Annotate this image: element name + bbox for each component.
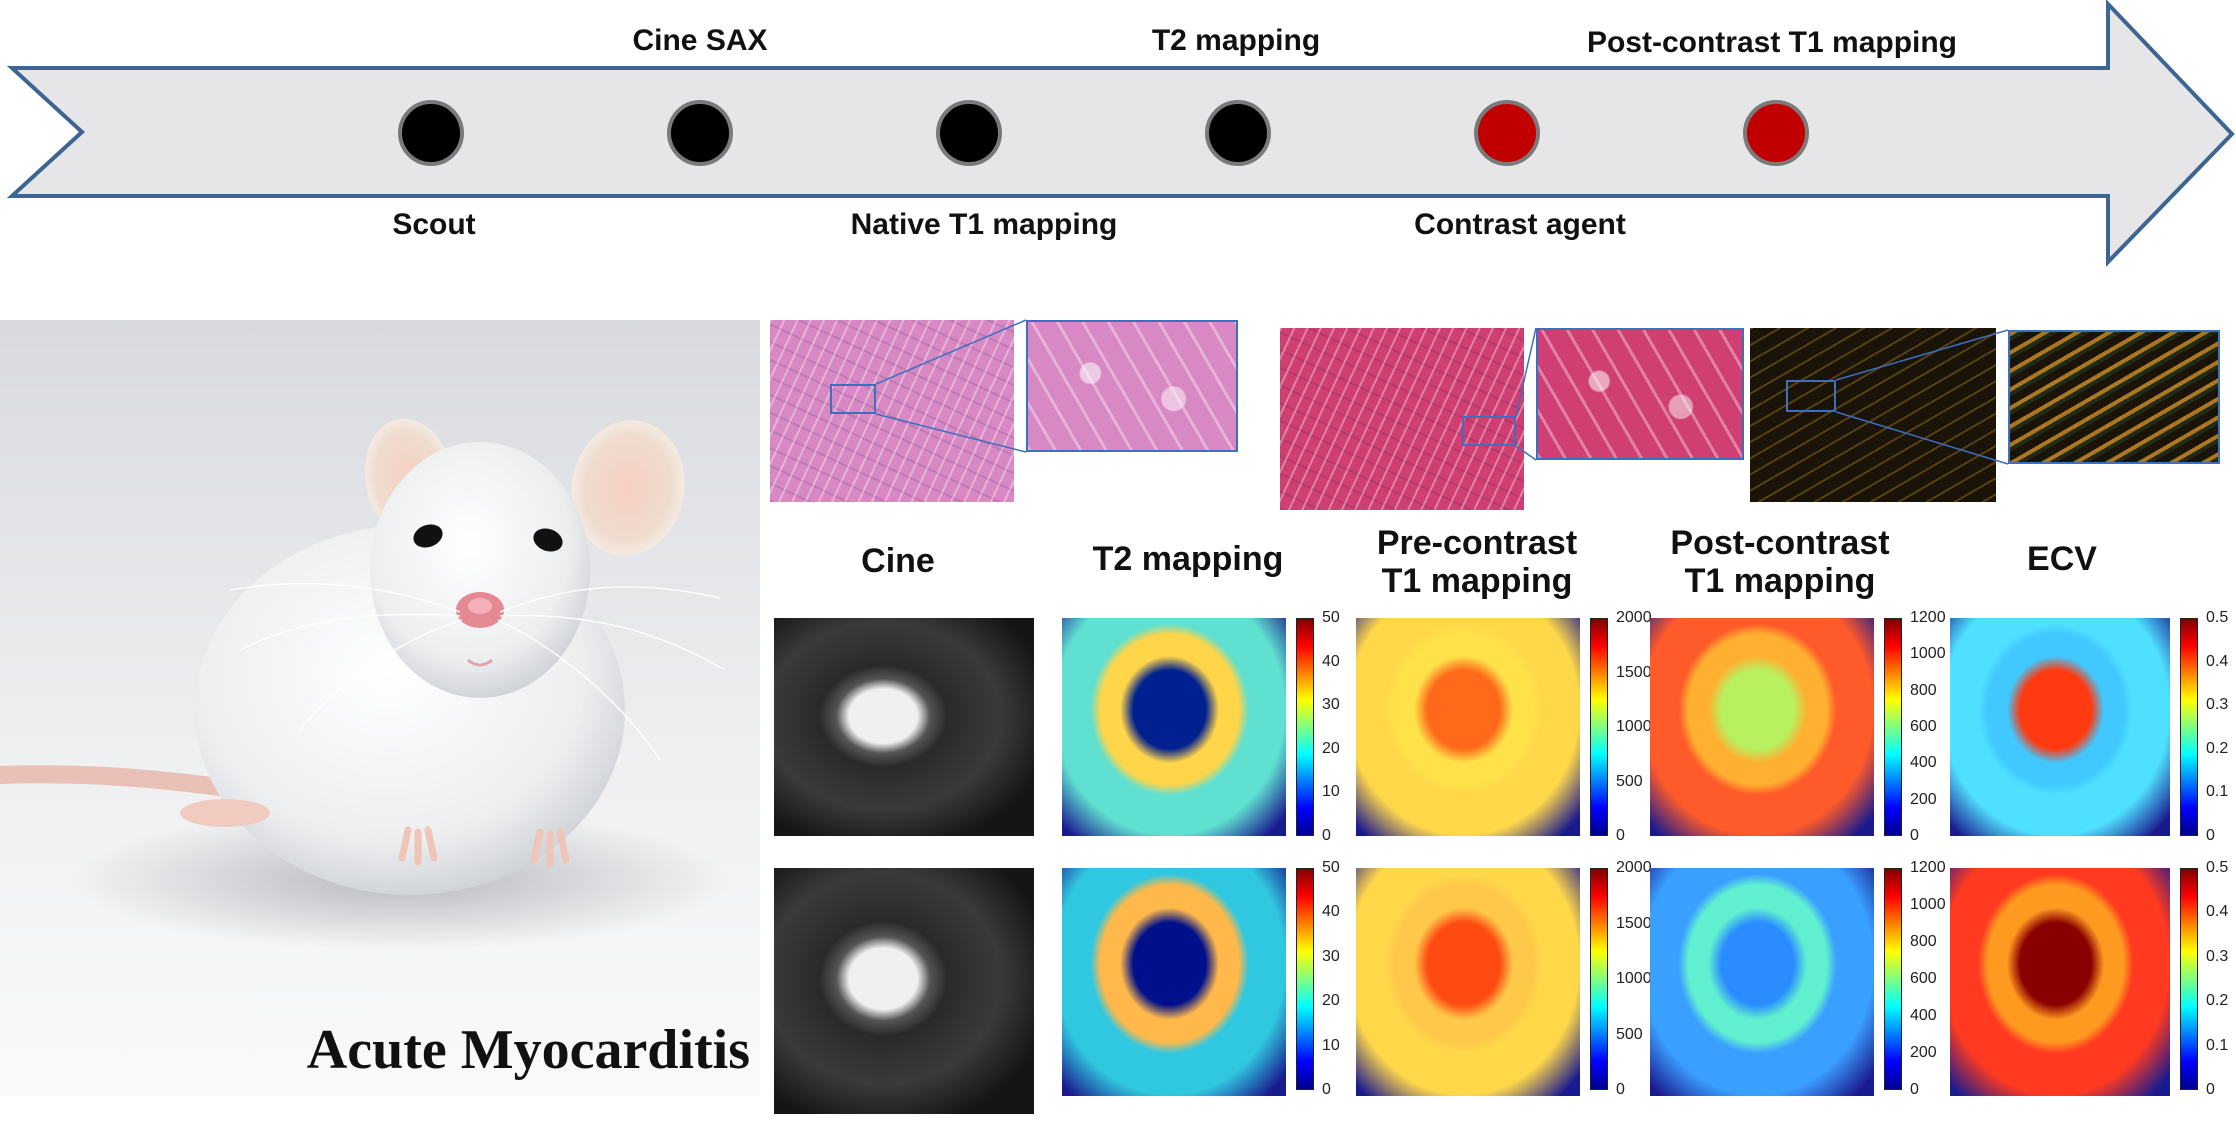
colorbar [1296, 618, 1314, 836]
colorbar-tick-label: 0 [1910, 827, 1919, 844]
colorbar-tick-label: 200 [1910, 1044, 1937, 1061]
column-title-ecv: ECV [2027, 540, 2097, 578]
histology-he-overview [770, 320, 1014, 502]
colorbar-tick-label: 20 [1322, 992, 1340, 1010]
timeline-label-native-t1: Native T1 mapping [850, 208, 1118, 241]
mouse-illustration [0, 418, 730, 950]
histology-zoom-region [1462, 416, 1516, 446]
colorbar-tick-label: 600 [1910, 970, 1937, 987]
colorbar [1590, 868, 1608, 1090]
colorbar-tick-label: 0.5 [2206, 859, 2229, 876]
colorbar-tick-label: 400 [1910, 1007, 1937, 1024]
colorbar-tick-label: 0 [1616, 1081, 1625, 1098]
colorbar-tick-label: 30 [1322, 947, 1340, 965]
colorbar-tick-label: 40 [1322, 652, 1340, 670]
colorbar-tick-label: 1200 [1910, 609, 1946, 626]
colorbar-tick-label: 800 [1910, 933, 1937, 950]
colorbar-tick-label: 0.4 [2206, 652, 2229, 670]
colorbar-tick-label: 1500 [1616, 663, 1652, 681]
colorbar-tick-label: 0 [1616, 827, 1625, 844]
colorbar-tick-label: 500 [1616, 772, 1643, 790]
colorbar-tick-label: 0.3 [2206, 947, 2229, 965]
colorbar-tick-label: 0.2 [2206, 992, 2229, 1010]
timeline-step-dot [667, 100, 733, 166]
colorbar-tick-label: 1000 [1616, 970, 1652, 987]
colorbar-tick-label: 50 [1322, 609, 1340, 626]
timeline-step-dot [1743, 100, 1809, 166]
colorbar-tick-label: 0 [2206, 1081, 2215, 1098]
colorbar-tick-label: 2000 [1616, 609, 1652, 626]
histology-masson-zoom [1536, 328, 1744, 460]
timeline-label-t2-mapping: T2 mapping [1151, 24, 1321, 57]
histology-picrosirius-zoom [2008, 330, 2220, 464]
colorbar-tick-label: 1200 [1910, 859, 1946, 876]
colorbar-tick-label: 1000 [1910, 645, 1946, 663]
map-t2-row2 [1062, 868, 1286, 1096]
histology-he-zoom [1026, 320, 1238, 452]
colorbar-tick-label: 2000 [1616, 859, 1652, 876]
timeline-label-post-contrast-t1: Post-contrast T1 mapping [1586, 26, 1958, 59]
colorbar-tick-label: 500 [1616, 1025, 1643, 1043]
map-pre-t1-row1 [1356, 618, 1580, 836]
column-title-t2-mapping: T2 mapping [1092, 540, 1284, 578]
colorbar-tick-label: 40 [1322, 903, 1340, 921]
colorbar-tick-label: 0 [1910, 1081, 1919, 1098]
colorbar-tick-label: 50 [1322, 859, 1340, 876]
colorbar-tick-label: 10 [1322, 1036, 1340, 1054]
colorbar-tick-label: 400 [1910, 754, 1937, 772]
map-cine-row1 [774, 618, 1034, 836]
histology-zoom-region [1786, 380, 1836, 412]
colorbar-tick-label: 0.5 [2206, 609, 2229, 626]
map-post-t1-row2 [1650, 868, 1874, 1096]
colorbar-tick-label: 0.2 [2206, 739, 2229, 757]
mouse-photo: Acute Myocarditis [0, 320, 760, 1096]
timeline-step-dot [936, 100, 1002, 166]
colorbar [1296, 868, 1314, 1090]
timeline-arrow [6, 0, 2235, 267]
colorbar-tick-label: 1000 [1616, 718, 1652, 735]
colorbar [2180, 868, 2198, 1090]
colorbar-tick-label: 30 [1322, 696, 1340, 714]
colorbar-tick-label: 0.1 [2206, 1036, 2229, 1054]
map-post-t1-row1 [1650, 618, 1874, 836]
colorbar-tick-label: 600 [1910, 718, 1937, 735]
timeline-label-cine-sax: Cine SAX [632, 24, 768, 57]
histology-zoom-region [830, 384, 876, 414]
colorbar-tick-label: 0 [1322, 827, 1331, 844]
histology-masson-overview [1280, 328, 1524, 510]
colorbar-tick-label: 0.3 [2206, 696, 2229, 714]
timeline-step-dot [1474, 100, 1540, 166]
colorbar-tick-label: 0 [2206, 827, 2215, 844]
colorbar [1590, 618, 1608, 836]
colorbar-tick-label: 800 [1910, 681, 1937, 699]
column-title-pre-contrast-t1: Pre-contrast T1 mapping [1376, 524, 1578, 601]
map-ecv-row2 [1950, 868, 2170, 1096]
colorbar-tick-label: 1000 [1910, 896, 1946, 913]
map-pre-t1-row2 [1356, 868, 1580, 1096]
timeline-step-dot [1205, 100, 1271, 166]
colorbar-tick-label: 0 [1322, 1081, 1331, 1098]
map-cine-row2 [774, 868, 1034, 1114]
colorbar-tick-label: 0.4 [2206, 903, 2229, 921]
colorbar [1884, 868, 1902, 1090]
colorbar-tick-label: 10 [1322, 783, 1340, 801]
colorbar-tick-label: 20 [1322, 739, 1340, 757]
timeline-step-dot [398, 100, 464, 166]
timeline-label-contrast-agent: Contrast agent [1414, 208, 1626, 241]
colorbar-tick-label: 1500 [1616, 914, 1652, 932]
colorbar-tick-label: 0.1 [2206, 783, 2229, 801]
colorbar [1884, 618, 1902, 836]
mouse-caption: Acute Myocarditis [306, 1019, 750, 1081]
map-t2-row1 [1062, 618, 1286, 836]
timeline-label-scout: Scout [392, 208, 476, 241]
column-title-cine: Cine [861, 542, 935, 580]
colorbar [2180, 618, 2198, 836]
histology-picrosirius-overview [1750, 328, 1996, 502]
colorbar-tick-label: 200 [1910, 790, 1937, 808]
map-ecv-row1 [1950, 618, 2170, 836]
column-title-post-contrast-t1: Post-contrast T1 mapping [1670, 524, 1890, 601]
